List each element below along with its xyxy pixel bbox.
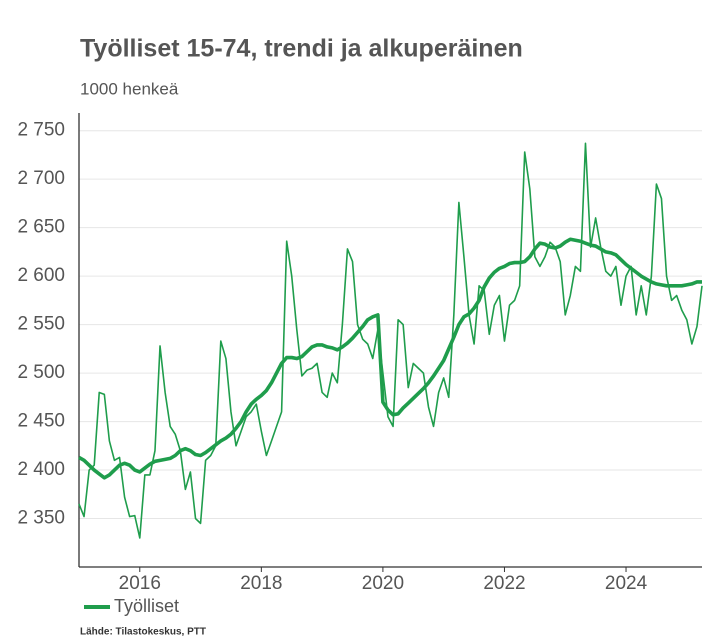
y-tick-label: 2 500 <box>17 362 65 383</box>
y-tick-label: 2 450 <box>17 411 65 432</box>
source: Lähde: Tilastokeskus, PTT <box>80 627 206 638</box>
y-tick-label: 2 650 <box>17 217 65 238</box>
x-tick-label: 2022 <box>483 573 525 594</box>
series-line <box>78 237 702 480</box>
y-tick-label: 2 600 <box>17 265 65 286</box>
y-tick-label: 2 350 <box>17 508 65 529</box>
y-tick-label: 2 550 <box>17 314 65 335</box>
chart-title: Työlliset 15-74, trendi ja alkuperäinen <box>80 35 523 63</box>
x-tick-label: 2016 <box>119 573 161 594</box>
y-tick-label: 2 700 <box>17 168 65 189</box>
x-tick-label: 2024 <box>605 573 648 594</box>
series-line <box>78 142 703 539</box>
x-tick-label: 2020 <box>362 573 404 594</box>
x-tick-label: 2018 <box>240 573 282 594</box>
chart-subtitle: 1000 henkeä <box>80 79 179 98</box>
y-tick-label: 2 750 <box>17 120 65 141</box>
y-tick-label: 2 400 <box>17 459 65 480</box>
legend-label: Työlliset <box>114 596 179 616</box>
